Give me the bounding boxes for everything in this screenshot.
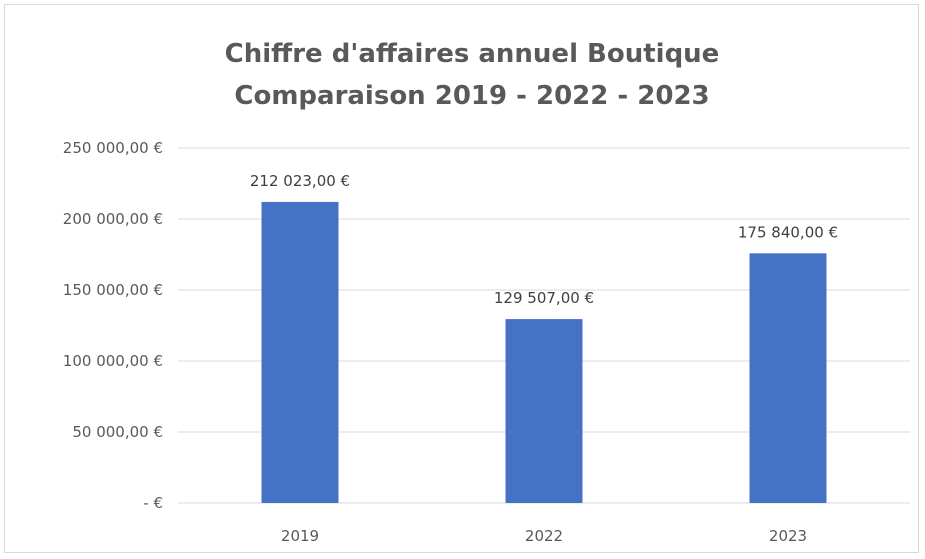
data-labels: 212 023,00 € 129 507,00 € 175 840,00 € (250, 172, 838, 307)
bars (261, 201, 827, 503)
y-tick-label: 200 000,00 € (63, 210, 163, 228)
y-axis-tick-labels: - € 50 000,00 € 100 000,00 € 150 000,00 € 20… (63, 139, 163, 512)
data-label-2022: 129 507,00 € (494, 289, 594, 307)
y-tick-label: 150 000,00 € (63, 281, 163, 299)
x-axis-tick-labels: 2019 2022 2023 (281, 527, 807, 545)
bar-2022 (505, 319, 583, 503)
bar-2023 (749, 253, 827, 503)
y-tick-label: - € (143, 494, 163, 512)
y-tick-label: 100 000,00 € (63, 352, 163, 370)
data-label-2019: 212 023,00 € (250, 172, 350, 190)
x-tick-label-2019: 2019 (281, 527, 319, 545)
y-tick-label: 50 000,00 € (72, 423, 163, 441)
x-tick-label-2022: 2022 (525, 527, 563, 545)
data-label-2023: 175 840,00 € (738, 223, 838, 241)
chart-title: Chiffre d'affaires annuel Boutique (225, 39, 720, 69)
x-tick-label-2023: 2023 (769, 527, 807, 545)
y-tick-label: 250 000,00 € (63, 139, 163, 157)
chart-subtitle: Comparaison 2019 - 2022 - 2023 (234, 81, 709, 111)
bar-2019 (261, 201, 339, 503)
